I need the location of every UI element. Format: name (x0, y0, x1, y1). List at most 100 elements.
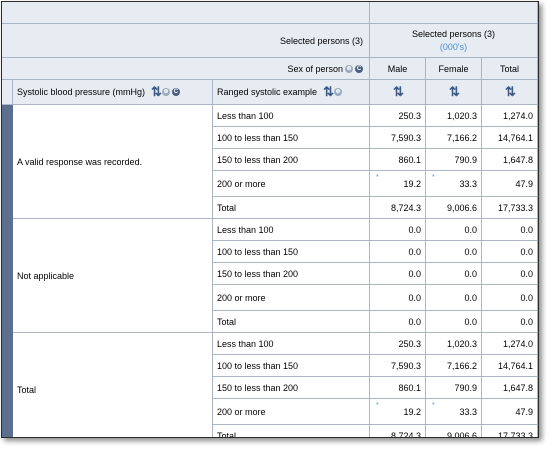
value-cell-female: 0.0 (426, 311, 482, 333)
value-cell-female: 9,006.6 (426, 425, 482, 437)
value-cell-male: 0.0 (370, 219, 426, 241)
selected-persons-header: Selected persons (3) (000's) (370, 24, 538, 58)
col-male-header[interactable]: Male (370, 58, 426, 80)
value-cell-female-text: 7,166.2 (446, 360, 477, 371)
value-cell-male: 0.0 (370, 263, 426, 285)
group-label-cell-text: Not applicable (17, 270, 75, 281)
value-cell-total: 17,733.3 (482, 425, 538, 437)
selected-persons-row-label: Selected persons (3) (2, 24, 370, 58)
table-frame: Selected persons (3) Selected persons (3… (1, 1, 539, 438)
value-cell-male-text: 0.0 (408, 292, 421, 303)
value-cell-female: 0.0 (426, 285, 482, 311)
filter-circle-icon[interactable]: ⊜ (161, 88, 170, 96)
value-cell-total-text: 14,764.1 (497, 132, 533, 143)
value-cell-male-text: 250.3 (398, 110, 421, 121)
value-cell-total-text: 0.0 (520, 292, 533, 303)
sort-female-cell: ⇅ (426, 80, 482, 105)
value-cell-total: 1,274.0 (482, 105, 538, 127)
annotation-marker[interactable]: * (376, 174, 379, 181)
value-cell-male: 19.2 * (370, 171, 426, 197)
value-cell-male-text: 0.0 (408, 224, 421, 235)
annotation-marker[interactable]: * (432, 402, 435, 409)
filter-circle-icon[interactable]: ⊜ (333, 88, 342, 96)
value-cell-male-text: 7,590.3 (390, 360, 421, 371)
value-cell-female: 33.3 * (426, 171, 482, 197)
row-label-cell-text: 200 or more (217, 292, 266, 303)
value-cell-total: 0.0 (482, 311, 538, 333)
row-label-cell-text: 150 to less than 200 (217, 382, 299, 393)
value-cell-male-text: 19.2 (403, 406, 421, 417)
sex-of-person-label: Sex of person (287, 63, 343, 74)
value-cell-female-text: 7,166.2 (446, 132, 477, 143)
col-total-header[interactable]: Total (482, 58, 538, 80)
value-cell-male-text: 19.2 (403, 178, 421, 189)
value-cell-male: 250.3 (370, 333, 426, 355)
collapse-circle-icon[interactable]: C (171, 88, 180, 96)
value-cell-male: 250.3 (370, 105, 426, 127)
value-cell-female: 0.0 (426, 263, 482, 285)
filter-circle-icon[interactable]: ⊜ (345, 64, 353, 73)
collapse-circle-icon[interactable]: C (355, 64, 363, 73)
col-male-label: Male (387, 63, 408, 74)
value-cell-female-text: 790.9 (454, 154, 477, 165)
sort-arrows-icon[interactable]: ⇅ (323, 84, 334, 99)
value-cell-female-text: 0.0 (464, 246, 477, 257)
value-cell-male-text: 8,724.3 (390, 202, 421, 213)
value-cell-male: 860.1 (370, 377, 426, 399)
row-label-cell: 100 to less than 150 (213, 241, 370, 263)
row-label-cell-text: Total (217, 316, 237, 327)
value-cell-total: 1,647.8 (482, 149, 538, 171)
row-label-cell-text: Less than 100 (217, 110, 274, 121)
value-cell-total-text: 47.9 (515, 178, 533, 189)
sort-arrows-icon[interactable]: ⇅ (505, 84, 516, 99)
value-cell-male: 860.1 (370, 149, 426, 171)
value-cell-total-text: 1,647.8 (502, 154, 533, 165)
value-cell-total-text: 47.9 (515, 406, 533, 417)
row-label-cell: 200 or more (213, 171, 370, 197)
group-margin (2, 105, 13, 219)
value-cell-female: 1,020.3 (426, 333, 482, 355)
sex-of-person-label-cell: Sex of person ⊜ C (2, 58, 370, 80)
row-label-cell-text: 100 to less than 150 (217, 360, 299, 371)
col-female-label: Female (438, 63, 469, 74)
annotation-marker[interactable]: * (432, 174, 435, 181)
sort-arrows-icon[interactable]: ⇅ (151, 84, 162, 99)
sort-arrows-icon[interactable]: ⇅ (393, 84, 404, 99)
value-cell-male: 0.0 (370, 285, 426, 311)
group-label-cell-text: A valid response was recorded. (17, 156, 143, 167)
value-cell-total: 0.0 (482, 241, 538, 263)
value-cell-male: 8,724.3 (370, 425, 426, 437)
value-cell-female: 790.9 (426, 377, 482, 399)
header-blank-right (370, 2, 538, 24)
value-cell-total-text: 0.0 (520, 246, 533, 257)
col-female-header[interactable]: Female (426, 58, 482, 80)
value-cell-male-text: 0.0 (408, 246, 421, 257)
value-cell-total: 0.0 (482, 219, 538, 241)
value-cell-male: 0.0 (370, 241, 426, 263)
value-cell-male-text: 860.1 (398, 382, 421, 393)
value-cell-female: 7,166.2 (426, 127, 482, 149)
systolic-header-label: Systolic blood pressure (mmHg) (17, 87, 146, 97)
row-label-cell: Less than 100 (213, 105, 370, 127)
row-label-cell: 100 to less than 150 (213, 355, 370, 377)
value-cell-male-text: 0.0 (408, 316, 421, 327)
ranged-header-label: Ranged systolic example (217, 87, 318, 97)
sort-arrows-icon[interactable]: ⇅ (449, 84, 460, 99)
row-label-cell: Total (213, 311, 370, 333)
selected-persons-row-text: Selected persons (3) (279, 35, 363, 46)
value-cell-female: 1,020.3 (426, 105, 482, 127)
value-cell-male-text: 0.0 (408, 268, 421, 279)
row-label-cell: 100 to less than 150 (213, 127, 370, 149)
value-cell-male-text: 860.1 (398, 154, 421, 165)
row-label-cell: 150 to less than 200 (213, 149, 370, 171)
group-label-cell: Not applicable (13, 219, 213, 333)
value-cell-total-text: 17,733.3 (497, 202, 533, 213)
annotation-marker[interactable]: * (376, 402, 379, 409)
value-cell-total: 14,764.1 (482, 127, 538, 149)
group-label-cell: Total (13, 333, 213, 437)
value-cell-male: 7,590.3 (370, 127, 426, 149)
selected-persons-title: Selected persons (3) (411, 28, 496, 39)
row-label-cell-text: 150 to less than 200 (217, 154, 299, 165)
value-cell-total: 14,764.1 (482, 355, 538, 377)
sort-total-cell: ⇅ (482, 80, 538, 105)
